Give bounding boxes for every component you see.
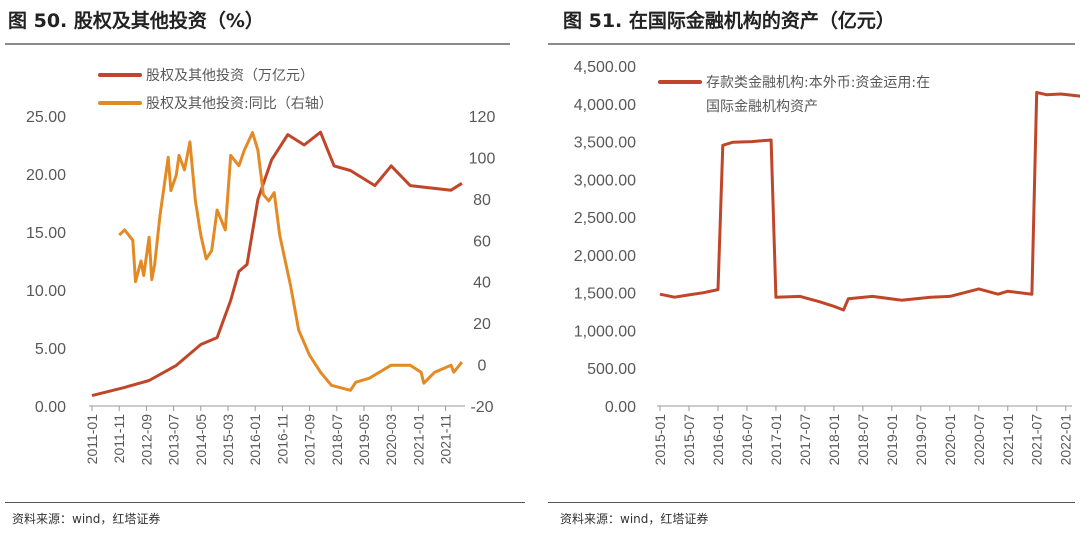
y-left-tick-label: 10.00 [26, 283, 66, 300]
x-tick-label: 2015-07 [681, 414, 697, 466]
y-left-tick-label: 4,500.00 [574, 59, 636, 76]
y-left-tick-label: 25.00 [26, 109, 66, 126]
x-tick-label: 2020-07 [971, 414, 987, 466]
y-left-tick-label: 2,500.00 [574, 210, 636, 227]
x-tick-label: 2016-01 [247, 414, 263, 466]
y-left-tick-label: 500.00 [587, 361, 636, 378]
y-left-tick-label: 4,000.00 [574, 97, 636, 114]
x-tick-label: 2012-09 [138, 414, 154, 466]
right-chart-title: 图 51. 在国际金融机构的资产（亿元） [563, 10, 895, 32]
y-left-tick-label: 0.00 [605, 399, 636, 416]
y-left-tick-label: 5.00 [35, 341, 66, 358]
x-tick-label: 2019-07 [913, 414, 929, 466]
y-left-tick-label: 2,000.00 [574, 248, 636, 265]
left-source-divider [5, 502, 525, 503]
y-right-tick-label: 120 [469, 109, 496, 126]
y-right-tick-label: -20 [470, 399, 493, 416]
left-title-divider [5, 43, 510, 45]
right-source: 资料来源：wind，红塔证券 [560, 512, 709, 526]
y-left-tick-label: 1,000.00 [574, 323, 636, 340]
left-chart-title: 图 50. 股权及其他投资（%） [8, 10, 264, 32]
x-tick-label: 2014-05 [193, 414, 209, 466]
y-right-tick-label: 20 [473, 316, 491, 333]
x-tick-label: 2020-01 [942, 414, 958, 466]
x-tick-label: 2011-01 [84, 414, 100, 465]
x-tick-label: 2017-09 [302, 414, 318, 466]
y-right-tick-label: 60 [473, 233, 491, 250]
x-tick-label: 2011-11 [111, 414, 127, 464]
series-line-1 [659, 90, 1080, 312]
x-tick-label: 2015-03 [220, 414, 236, 466]
y-left-tick-label: 3,000.00 [574, 172, 636, 189]
x-tick-label: 2018-07 [855, 414, 871, 466]
x-tick-label: 2013-07 [166, 414, 182, 466]
legend-label: 存款类金融机构:本外币:资金运用:在 [706, 75, 930, 91]
x-tick-label: 2021-01 [1000, 414, 1016, 466]
y-left-tick-label: 1,500.00 [574, 286, 636, 303]
y-right-tick-label: 80 [473, 192, 491, 209]
legend-label: 国际金融机构资产 [706, 99, 818, 115]
x-tick-label: 2017-01 [768, 414, 784, 466]
x-tick-label: 2020-03 [383, 414, 399, 466]
y-left-tick-label: 20.00 [26, 167, 66, 184]
x-tick-label: 2016-11 [274, 414, 290, 465]
y-right-tick-label: 0 [478, 358, 487, 375]
x-tick-label: 2019-01 [884, 414, 900, 466]
x-tick-label: 2022-01 [1058, 414, 1074, 466]
right-source-divider [548, 502, 1075, 503]
x-tick-label: 2018-01 [826, 414, 842, 466]
x-tick-label: 2016-01 [710, 414, 726, 466]
series-line-2 [118, 131, 464, 392]
x-tick-label: 2021-11 [438, 414, 454, 465]
legend-label: 股权及其他投资:同比（右轴） [146, 96, 333, 112]
y-right-tick-label: 100 [469, 150, 496, 167]
x-tick-label: 2019-05 [356, 414, 372, 466]
y-left-tick-label: 3,500.00 [574, 135, 636, 152]
x-tick-label: 2021-07 [1029, 414, 1045, 466]
y-left-tick-label: 15.00 [26, 225, 66, 242]
x-tick-label: 2016-07 [739, 414, 755, 466]
left-source: 资料来源：wind，红塔证券 [12, 512, 161, 526]
right-title-divider [548, 43, 1075, 45]
x-tick-label: 2017-07 [797, 414, 813, 466]
x-tick-label: 2018-07 [329, 414, 345, 466]
y-right-tick-label: 40 [473, 275, 491, 292]
x-tick-label: 2015-01 [652, 414, 668, 466]
legend-label: 股权及其他投资（万亿元） [146, 68, 314, 84]
x-tick-label: 2021-01 [410, 414, 426, 466]
y-left-tick-label: 0.00 [35, 399, 66, 416]
series-line-1 [91, 130, 463, 398]
